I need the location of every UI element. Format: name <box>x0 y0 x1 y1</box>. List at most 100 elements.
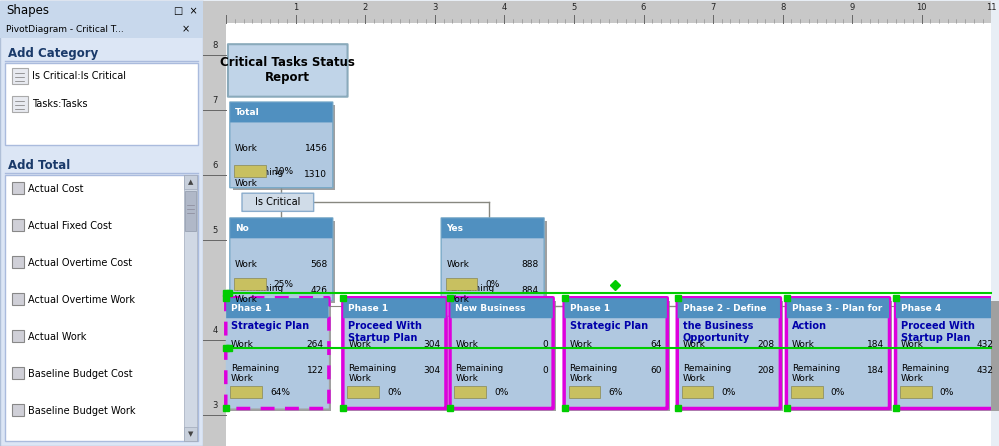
Text: Remaining
Work: Remaining Work <box>901 364 949 384</box>
Text: 0%: 0% <box>940 388 954 396</box>
Text: Work: Work <box>235 144 258 153</box>
Text: 3: 3 <box>433 3 438 12</box>
Text: Work: Work <box>682 339 705 349</box>
Text: 4: 4 <box>212 326 218 335</box>
Text: 888: 888 <box>521 260 538 269</box>
Text: Total: Total <box>235 108 260 117</box>
Text: Work: Work <box>235 260 258 269</box>
Text: 6: 6 <box>640 3 646 12</box>
Text: 10%: 10% <box>274 167 294 176</box>
FancyBboxPatch shape <box>344 298 446 318</box>
Text: the Business
Opportunity: the Business Opportunity <box>682 321 753 343</box>
Text: Is Critical:Is Critical: Is Critical:Is Critical <box>32 71 126 82</box>
Bar <box>0 0 204 446</box>
Text: Remaining
Work: Remaining Work <box>231 364 280 384</box>
FancyBboxPatch shape <box>230 218 333 238</box>
Bar <box>12 182 24 194</box>
Text: 7: 7 <box>212 96 218 105</box>
Text: 60: 60 <box>650 366 661 375</box>
Text: Remaining
Work: Remaining Work <box>235 284 284 304</box>
FancyBboxPatch shape <box>228 44 348 97</box>
Text: 11: 11 <box>986 3 996 12</box>
Bar <box>899 301 999 411</box>
FancyBboxPatch shape <box>442 218 544 301</box>
Bar <box>445 221 546 303</box>
Text: Baseline Budget Cost: Baseline Budget Cost <box>28 369 133 379</box>
FancyBboxPatch shape <box>450 298 553 409</box>
FancyBboxPatch shape <box>230 102 333 188</box>
Text: Remaining
Work: Remaining Work <box>792 364 840 384</box>
Text: □  ×: □ × <box>174 5 197 16</box>
Text: Work: Work <box>231 339 254 349</box>
Text: 4: 4 <box>501 3 507 12</box>
Bar <box>233 221 336 303</box>
Text: ▼: ▼ <box>188 431 193 437</box>
FancyBboxPatch shape <box>895 298 999 409</box>
Text: 0%: 0% <box>721 388 735 396</box>
Text: 1: 1 <box>293 3 299 12</box>
Bar <box>567 301 669 411</box>
Bar <box>226 22 991 446</box>
FancyBboxPatch shape <box>442 218 543 238</box>
Bar <box>454 301 555 411</box>
Bar <box>681 386 713 398</box>
Text: Strategic Plan: Strategic Plan <box>569 321 647 331</box>
Text: Is Critical: Is Critical <box>255 197 301 207</box>
Text: 208: 208 <box>758 339 775 349</box>
Bar <box>234 278 266 290</box>
Text: 432: 432 <box>976 366 993 375</box>
Bar <box>12 256 24 268</box>
Text: Task 1: Task 1 <box>457 303 487 313</box>
Text: 7: 7 <box>710 3 715 12</box>
Bar <box>5 175 199 441</box>
Text: New Business: New Business <box>456 304 525 313</box>
FancyBboxPatch shape <box>564 298 667 409</box>
Bar <box>12 330 24 342</box>
Text: Remaining
Work: Remaining Work <box>456 364 503 384</box>
Text: Work: Work <box>901 339 924 349</box>
Text: 5: 5 <box>212 226 218 235</box>
Text: 568: 568 <box>311 260 328 269</box>
FancyBboxPatch shape <box>896 298 998 318</box>
Text: Work: Work <box>456 339 479 349</box>
Bar <box>233 105 336 190</box>
Text: 0%: 0% <box>387 388 402 396</box>
FancyBboxPatch shape <box>786 298 889 409</box>
Bar <box>348 386 379 398</box>
Text: 264: 264 <box>307 339 324 349</box>
Bar <box>204 0 991 22</box>
Bar <box>184 175 198 441</box>
Text: 304: 304 <box>424 339 441 349</box>
Text: Work: Work <box>569 339 592 349</box>
Bar <box>185 191 197 231</box>
FancyBboxPatch shape <box>243 300 303 316</box>
Bar <box>900 386 932 398</box>
Text: Add Category: Add Category <box>8 47 98 60</box>
Text: Actual Work: Actual Work <box>28 332 86 342</box>
Bar <box>790 301 892 411</box>
Text: Add Total: Add Total <box>8 159 70 172</box>
Text: Work: Work <box>447 260 470 269</box>
FancyBboxPatch shape <box>564 298 667 318</box>
Text: Proceed With
Startup Plan: Proceed With Startup Plan <box>901 321 975 343</box>
FancyBboxPatch shape <box>451 298 552 318</box>
Bar <box>12 96 28 112</box>
Bar <box>12 404 24 416</box>
Bar <box>455 386 487 398</box>
Text: 0%: 0% <box>830 388 845 396</box>
Text: Remaining
Work: Remaining Work <box>569 364 617 384</box>
FancyBboxPatch shape <box>230 102 333 123</box>
Text: 5: 5 <box>571 3 576 12</box>
Text: Actual Cost: Actual Cost <box>28 184 83 194</box>
Bar <box>0 21 204 38</box>
Text: Critical Tasks Status
Report: Critical Tasks Status Report <box>221 57 356 84</box>
Bar <box>5 63 199 145</box>
FancyBboxPatch shape <box>242 193 314 211</box>
Text: 6%: 6% <box>608 388 622 396</box>
Text: Remaining
Work: Remaining Work <box>447 284 495 304</box>
Bar <box>12 68 28 84</box>
Text: 64: 64 <box>650 339 661 349</box>
Bar <box>680 301 783 411</box>
FancyBboxPatch shape <box>226 298 329 409</box>
Text: Actual Overtime Cost: Actual Overtime Cost <box>28 258 132 268</box>
